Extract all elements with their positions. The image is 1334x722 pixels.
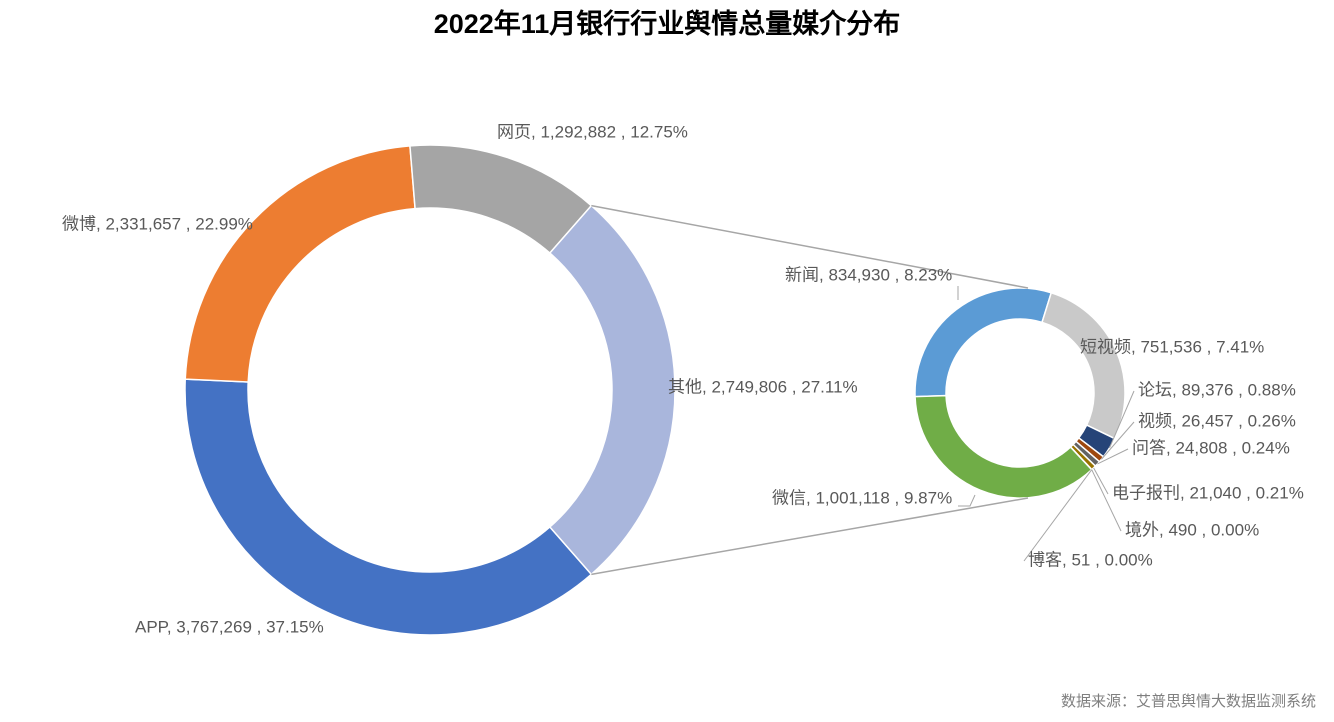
donut-slice [914, 287, 1053, 398]
data-label: 问答, 24,808 , 0.24% [1132, 438, 1290, 457]
data-label: 微博, 2,331,657 , 22.99% [62, 214, 253, 233]
donut-slice [184, 145, 416, 383]
leader-line [1109, 390, 1135, 449]
leader-line [1097, 448, 1129, 465]
data-label: 网页, 1,292,882 , 12.75% [497, 122, 688, 141]
data-label: 微信, 1,001,118 , 9.87% [772, 488, 952, 507]
data-label: APP, 3,767,269 , 37.15% [135, 617, 324, 636]
data-label: 论坛, 89,376 , 0.88% [1138, 380, 1296, 399]
leader-line [1093, 467, 1109, 495]
donut-slice [184, 378, 593, 636]
leader-line [1101, 421, 1135, 460]
donut-slice [914, 394, 1093, 499]
data-label: 短视频, 751,536 , 7.41% [1080, 337, 1264, 356]
data-label: 电子报刊, 21,040 , 0.21% [1112, 483, 1304, 502]
leader-line [958, 494, 976, 507]
data-label: 新闻, 834,930 , 8.23% [785, 265, 952, 284]
leader-line [1023, 469, 1093, 562]
source-note: 数据来源：艾普思舆情大数据监测系统 [1061, 693, 1316, 710]
data-label: 博客, 51 , 0.00% [1028, 550, 1153, 569]
data-label: 境外, 490 , 0.00% [1125, 520, 1259, 539]
connector-line [591, 204, 1029, 289]
leader-line [1091, 469, 1122, 532]
data-label: 其他, 2,749,806 , 27.11% [668, 377, 858, 396]
connector-line [591, 497, 1029, 576]
chart-title: 2022年11月银行行业舆情总量媒介分布 [434, 8, 901, 39]
donut-slice [548, 204, 676, 576]
data-label: 视频, 26,457 , 0.26% [1138, 411, 1296, 430]
donut-slice [1041, 291, 1126, 440]
